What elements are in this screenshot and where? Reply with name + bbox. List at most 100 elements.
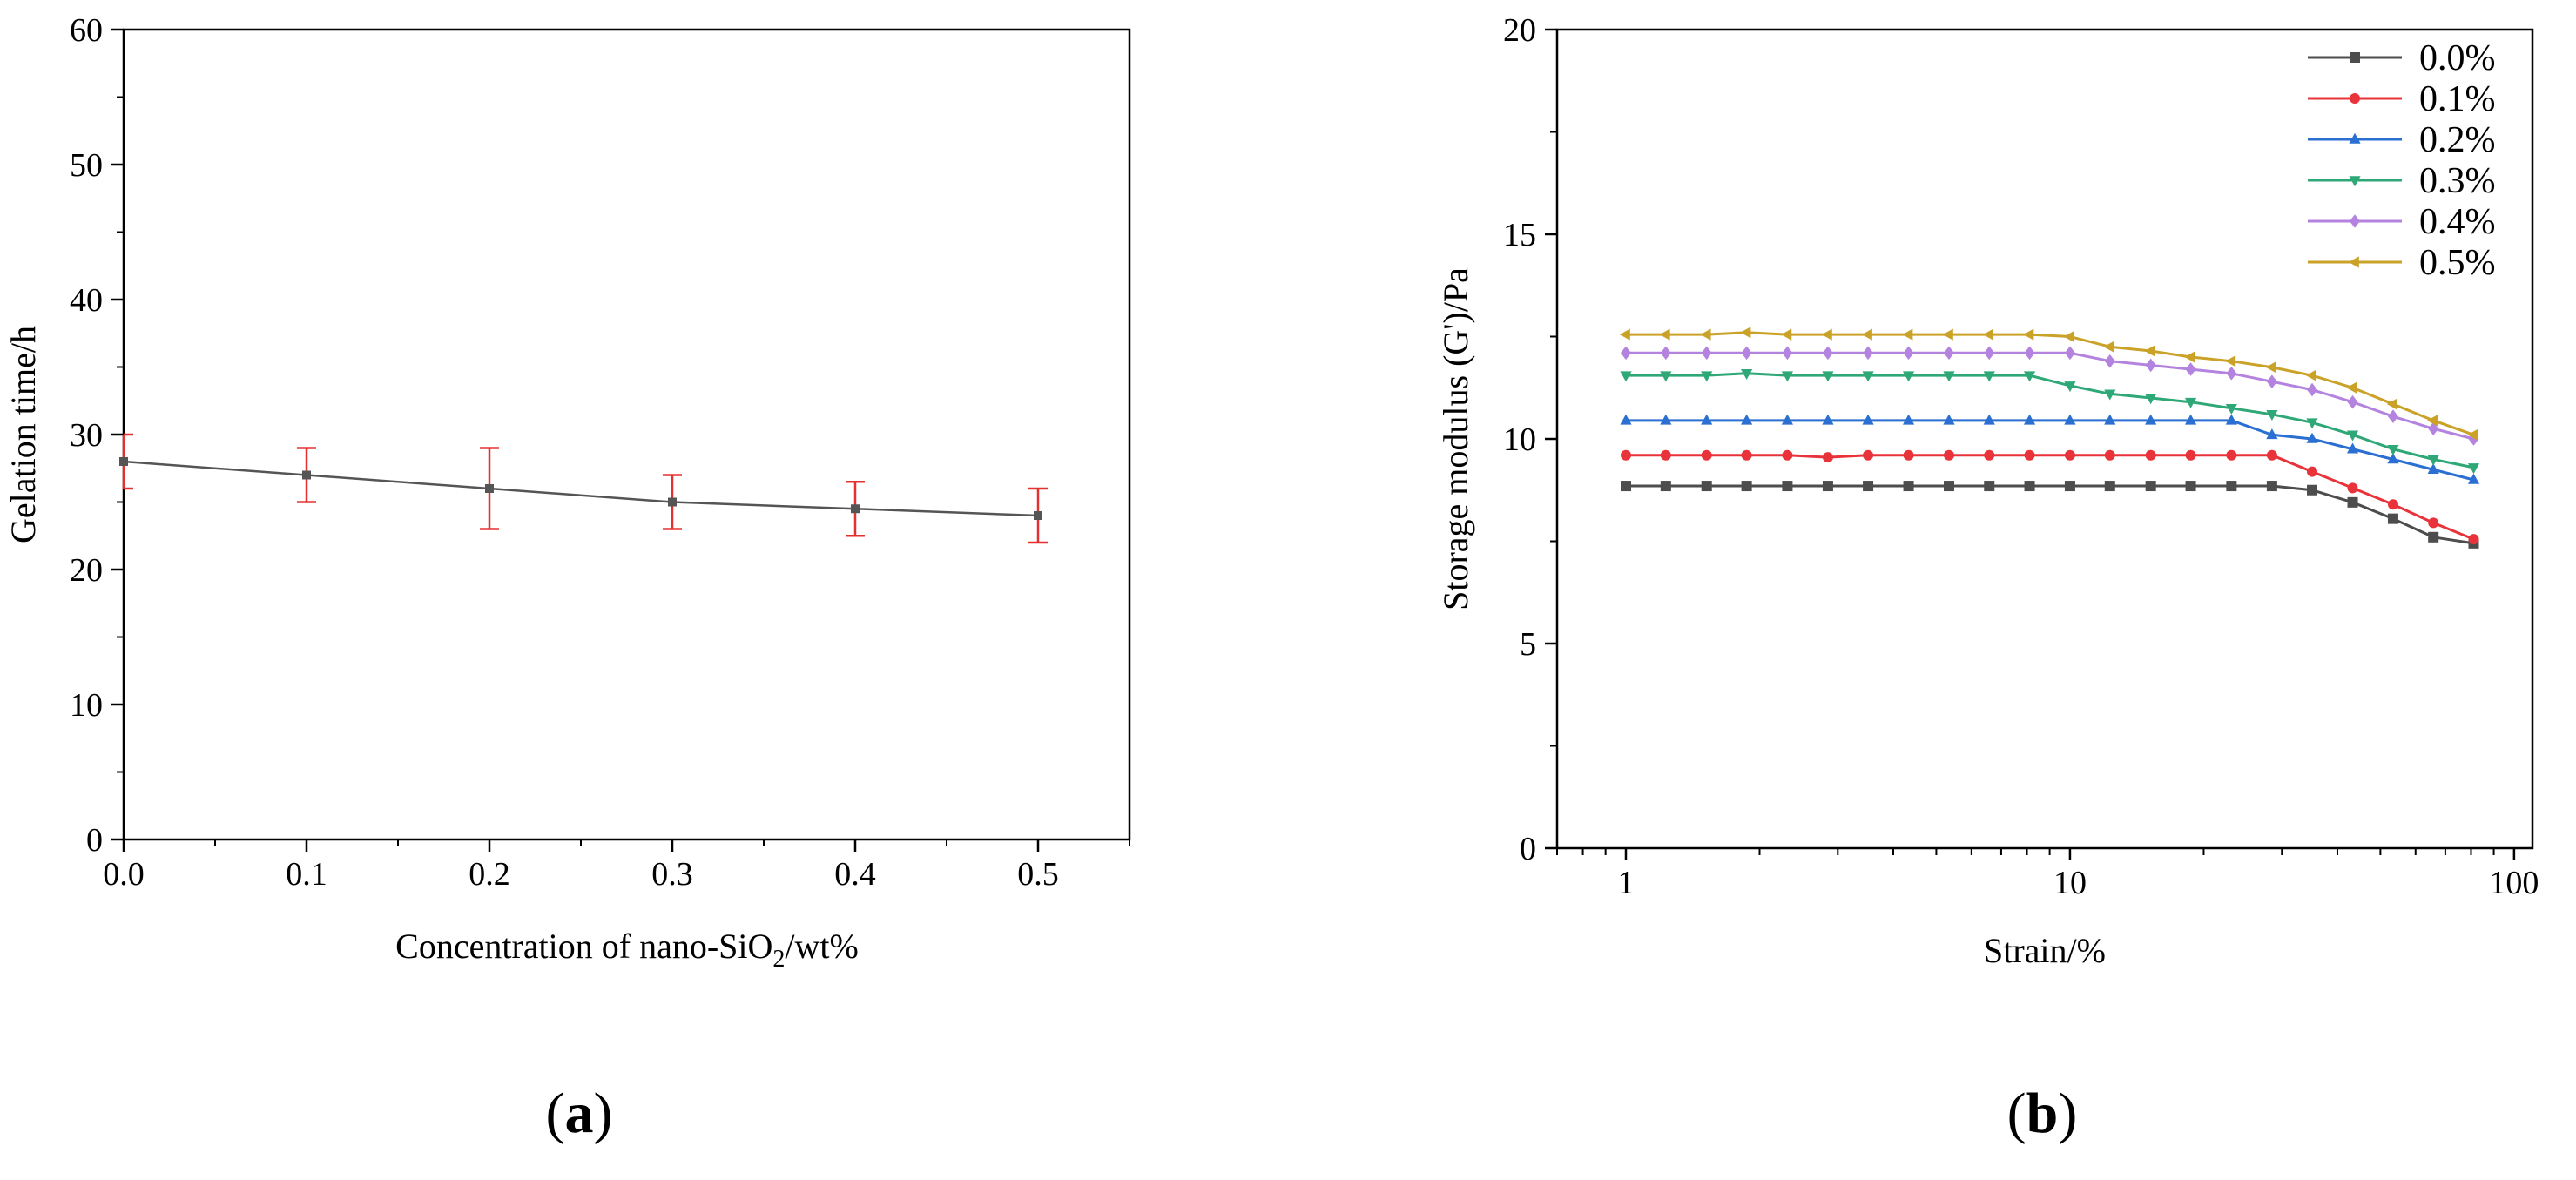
chart-a-series-line [123,460,1039,517]
chart-b-data-point [2145,481,2156,492]
chart-b-series-line [1625,454,2475,541]
chart-b-data-point [2266,410,2278,421]
chart-b-y-tick-label: 15 [1503,217,1536,253]
chart-b-x-ticks: 1 10 100 [1556,848,2539,901]
chart-b-legend-label: 0.3% [2419,161,2496,201]
chart-b-data-point [1944,449,1955,461]
chart-b-data-point [2024,449,2035,461]
chart-a-y-tick-label: 40 [70,282,103,319]
chart-b-data-point [1620,481,1631,492]
chart-b-data-point [2144,345,2155,357]
chart-b-data-point [2226,367,2237,381]
chart-b-legend-label: 0.1% [2419,79,2496,119]
chart-b-data-point [1984,481,1995,492]
chart-b-data-point [1781,371,1794,382]
chart-a: 0 10 20 30 40 50 60 0.0 0.1 0.2 0.3 0.4 0.5 Gelatio… [3,12,1131,1145]
chart-a-x-tick-label: 0.0 [103,856,145,893]
chart-b-data-point [2064,449,2075,461]
chart-a-y-tick-label: 60 [70,12,103,49]
chart-a-x-axis-title: Concentration of nano-SiO2/wt% [395,927,859,973]
chart-b-data-point [2226,481,2237,492]
chart-b-data-point [1701,414,1713,425]
chart-a-y-tick-label: 10 [70,687,103,724]
chart-b-data-point [2346,381,2357,394]
chart-b-data-point [2306,432,2318,443]
chart-b: 0 5 10 15 20 1 10 100 0.0%0.1%0.2%0.3%0.4%0.5%… [1436,12,2539,1145]
chart-a-y-axis-title: Gelation time/h [3,326,43,543]
chart-b-legend-label: 0.0% [2419,38,2496,78]
chart-b-data-point [1984,346,1995,361]
chart-b-y-ticks: 0 5 10 15 20 [1503,12,1557,867]
chart-b-data-point [2145,358,2156,373]
chart-b-data-point [2104,354,2115,368]
chart-b-data-point [1701,346,1712,361]
chart-b-data-point [1660,481,1671,492]
chart-b-data-point [2305,369,2316,381]
chart-b-data-point [1741,481,1752,492]
chart-b-data-point [1944,346,1955,361]
chart-b-data-point [2185,362,2196,376]
chart-a-x-tick-label: 0.3 [651,856,693,893]
chart-a-y-tick-label: 50 [70,147,103,184]
chart-b-data-point [1741,346,1752,361]
chart-b-data-point [2307,484,2318,496]
chart-b-data-point [1821,328,1832,341]
chart-b-data-point [1903,449,1914,461]
chart-b-x-axis-title: Strain/% [1984,931,2106,970]
chart-a-x-axis-title-tail: /wt% [785,927,858,966]
chart-b-data-point [1943,371,1955,382]
chart-b-data-point [1741,414,1753,425]
chart-b-data-point [2104,481,2115,492]
chart-b-data-point [2467,463,2480,475]
chart-a-x-axis-title-subscript: 2 [772,946,785,973]
chart-b-x-tick-label: 10 [2053,865,2087,901]
chart-b-data-point [1782,481,1793,492]
chart-b-data-point [1701,481,1712,492]
chart-b-data-point [2306,418,2318,429]
chart-b-legend-label: 0.4% [2419,202,2496,242]
chart-b-data-point [1660,346,1671,361]
chart-b-data-point [2064,481,2075,492]
chart-b-data-point [2064,346,2075,361]
chart-b-data-point [2103,341,2114,353]
chart-b-data-point [1659,328,1670,341]
chart-b-data-point [1620,449,1631,461]
chart-b-data-point [2184,414,2197,425]
chart-b-data-point [1984,449,1995,461]
chart-b-data-point [1861,328,1872,341]
chart-a-x-tick-label: 0.2 [469,856,510,893]
chart-b-y-tick-label: 0 [1520,831,1536,867]
chart-a-x-axis-title-main: Concentration of nano-SiO [395,927,772,966]
chart-b-data-point [1822,371,1834,382]
chart-b-data-point [2346,442,2359,454]
chart-b-data-point [2427,463,2439,475]
chart-a-data-point [1034,511,1042,520]
chart-b-data-point [2064,381,2076,393]
chart-b-data-point [1619,328,1630,341]
chart-b-y-tick-label: 5 [1520,626,1536,663]
chart-b-legend-marker [2349,132,2361,144]
chart-a-plot-frame [122,28,1131,841]
chart-b-data [1619,327,2480,549]
chart-b-data-point [2468,534,2479,545]
chart-b-data-point [2185,449,2196,461]
chart-b-data-point [1822,414,1834,425]
chart-b-data-point [1943,414,1955,425]
chart-a-y-tick-label: 0 [86,822,103,859]
chart-b-data-point [1983,328,1994,341]
chart-b-data-point [2307,466,2318,477]
chart-b-data-point [1862,371,1874,382]
chart-b-data-point [2184,397,2197,408]
chart-b-data-point [2024,346,2035,361]
chart-b-data-point [2266,374,2277,388]
chart-b-data-point [1863,449,1874,461]
chart-b-data-point [2145,394,2157,405]
chart-b-data-point [2023,328,2034,341]
chart-b-data-point [1700,328,1711,341]
chart-b-data-point [2428,517,2439,529]
chart-b-data-point [2426,415,2438,427]
chart-b-data-point [1942,328,1953,341]
chart-b-data-point [1902,414,1915,425]
chart-b-data-point [1822,346,1833,361]
